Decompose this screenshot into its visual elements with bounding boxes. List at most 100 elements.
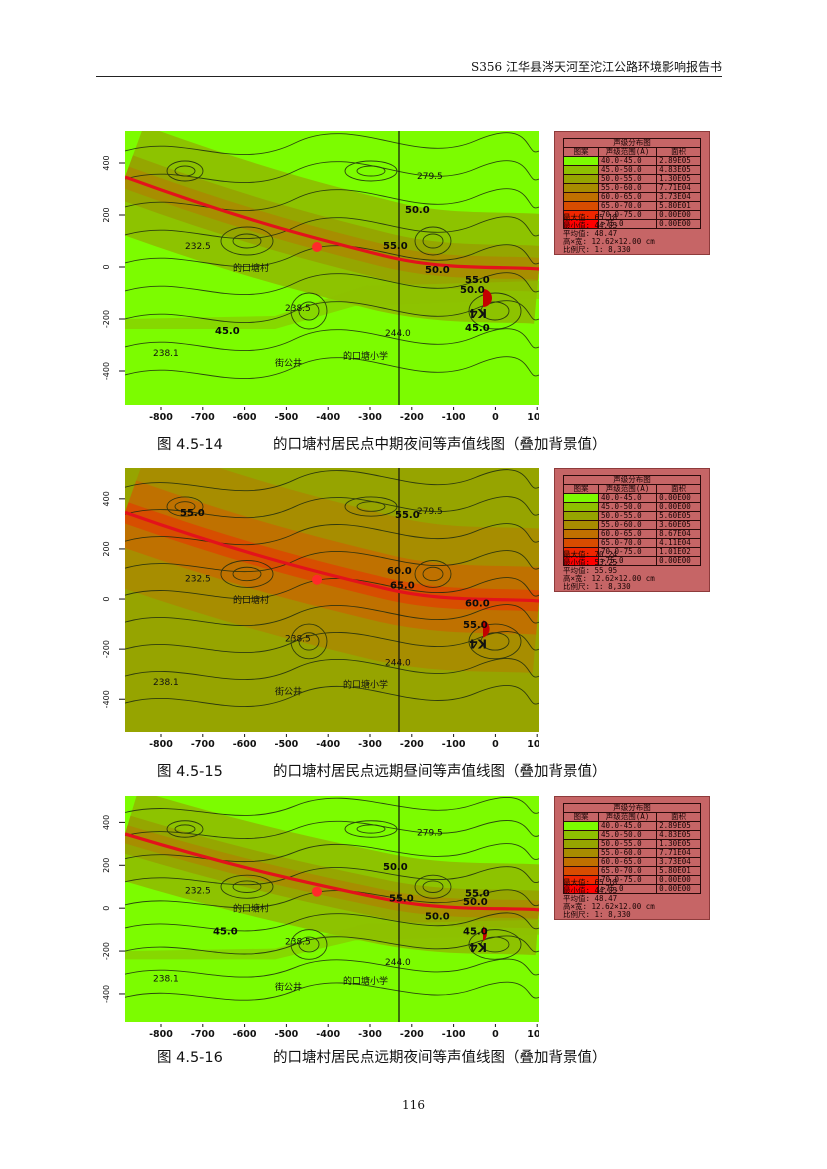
x-tick-label: -200 [400,412,424,423]
noise-contour-label: 45.0 [215,326,240,337]
legend-table: 声级分布图 图案 声级范围(A) 面积 40.0-45.0 0.00E00 45.0-50.… [563,475,701,566]
x-tick-label: -300 [358,1029,382,1040]
y-axis: 400 200 0 -200 -400 [95,796,125,1022]
station-marker [483,289,492,307]
noise-contour-label: 45.0 [213,927,238,938]
legend-swatch [563,511,599,521]
village-label: 的口塘村 [233,262,269,274]
figure-4-5-16: K4 的口塘村 街公井 的口塘小学 279.5 244.0 238.5 238.1 232.5 5… [95,790,715,1076]
x-axis-svg: -800 -700 -600 -500 -400 -300 -200 -100 0 100 [149,407,547,423]
legend-stats: 最大值: 65.18 最小值: 44.03 平均值: 48.47 高×宽: 12.62… [563,214,655,254]
school-label: 的口塘小学 [343,350,388,362]
page-number: 116 [402,1098,425,1112]
legend-row: 45.0-50.0 4.83E05 [563,830,701,840]
y-tick-label: 0 [102,264,111,269]
legend-area: 0.00E00 [656,219,701,229]
caption-text: 的口塘村居民点远期昼间等声值线图（叠加背景值） [273,764,607,780]
legend-row: 65.0-70.0 5.80E01 [563,866,701,876]
x-axis-svg: -800 -700 -600 -500 -400 -300 -200 -100 0 100 [149,1024,547,1040]
well-label: 街公井 [275,685,302,697]
elevation-label: 232.5 [185,242,211,252]
legend-range: >75.0 [597,884,658,894]
legend-column-header: 图案 [563,812,599,822]
legend-row: >75.0 0.00E00 [563,884,701,894]
elevation-label: 279.5 [417,829,443,839]
legend-swatch [563,183,599,193]
noise-zone-lower [125,919,539,960]
x-tick-label: 100 [527,739,539,750]
stat-avg: 平均值: 48.47 [563,894,618,903]
station-marker [483,926,487,942]
figure-caption: 图 4.5-16 的口塘村居民点远期夜间等声值线图（叠加背景值） [157,1046,607,1067]
elevation-label: 232.5 [185,575,211,585]
y-tick-label: -200 [102,310,111,328]
legend-swatch [563,839,599,849]
stat-max: 最大值: 65.18 [563,213,618,222]
road-centerline [124,175,540,271]
noise-contour-label: 55.0 [383,241,408,252]
sound-level-legend: 声级分布图 图案 声级范围(A) 面积 40.0-45.0 2.89E05 45.0-50.… [554,796,710,920]
y-tick-label: 0 [102,906,111,911]
village-label: 的口塘村 [233,902,269,914]
receptor-point [312,886,322,897]
noise-contour-label: 55.0 [180,508,205,519]
elevation-label: 238.5 [285,304,311,314]
receptor-point [312,242,322,252]
legend-swatch [563,201,599,211]
noise-contour-map: K4 的口塘村 街公井 的口塘小学 279.5 244.0 238.5 238.1 232.5 5… [100,444,546,742]
stat-scale: 比例尺: 1: 8,330 [563,910,631,919]
elevation-label: 244.0 [385,329,411,339]
x-tick-label: 0 [492,412,499,423]
legend-swatch [563,520,599,530]
terrain-contours [124,469,540,707]
station-label: K4 [469,306,487,320]
noise-contour-label: 50.0 [463,897,488,908]
x-tick-label: -100 [442,1029,466,1040]
x-tick-label: -400 [316,1029,340,1040]
legend-range: >75.0 [597,219,658,229]
x-tick-label: -700 [191,412,215,423]
x-tick-label: -200 [400,739,424,750]
noise-contour-label: 50.0 [383,862,408,873]
legend-range: >75.0 [597,556,658,566]
well-label: 街公井 [275,357,302,369]
y-tick-label: -400 [102,362,111,380]
legend-area: 0.00E00 [656,884,701,894]
elevation-label: 238.1 [153,678,179,688]
x-axis: -800 -700 -600 -500 -400 -300 -200 -100 0 100 [125,734,547,750]
y-tick-label: 200 [102,541,111,556]
y-axis: 400 200 0 -200 -400 [95,468,125,732]
x-tick-label: -800 [149,739,173,750]
x-tick-label: -700 [191,739,215,750]
elevation-label: 232.5 [185,886,211,896]
stat-scale: 比例尺: 1: 8,330 [563,245,631,254]
school-label: 的口塘小学 [343,679,388,691]
x-tick-label: -600 [233,739,257,750]
legend-column-header: 图案 [563,484,599,494]
y-tick-label: 400 [102,155,111,170]
y-tick-label: -400 [102,690,111,708]
y-tick-label: 200 [102,858,111,873]
y-tick-label: 400 [102,815,111,830]
noise-zone-lower [125,281,539,329]
elevation-label: 238.5 [285,937,311,947]
elevation-label: 238.5 [285,634,311,644]
x-tick-label: 100 [527,412,539,423]
x-tick-label: -400 [316,739,340,750]
elevation-label: 279.5 [417,172,443,182]
figure-caption: 图 4.5-15 的口塘村居民点远期昼间等声值线图（叠加背景值） [157,760,607,781]
x-tick-label: -800 [149,1029,173,1040]
legend-swatch [563,830,599,840]
caption-text: 的口塘村居民点中期夜间等声值线图（叠加背景值） [273,437,607,453]
legend-table: 声级分布图 图案 声级范围(A) 面积 40.0-45.0 2.89E05 45.0-50.… [563,803,701,894]
station-label: K4 [469,940,487,954]
elevation-label: 238.1 [153,975,179,985]
legend-swatch [563,156,599,166]
y-axis-svg: 400 200 0 -200 -400 [102,815,125,1003]
elevation-label: 244.0 [385,958,411,968]
stat-max: 最大值: 65.18 [563,878,618,887]
legend-swatch [563,502,599,512]
noise-contour-label: 55.0 [465,275,490,286]
legend-row: 55.0-60.0 3.60E05 [563,520,701,530]
x-tick-label: -800 [149,412,173,423]
